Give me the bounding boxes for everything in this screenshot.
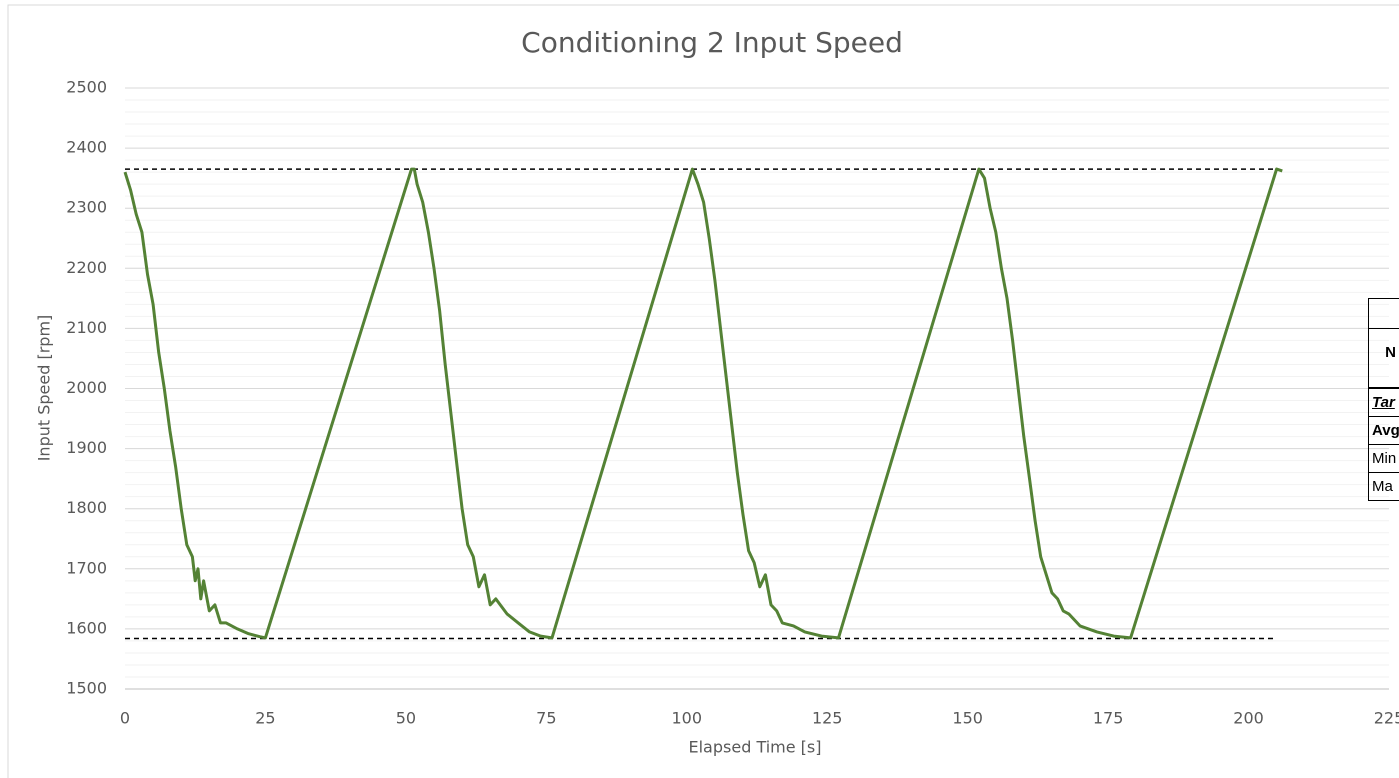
series-line xyxy=(123,167,1283,640)
y-tick-label: 1900 xyxy=(66,438,107,457)
y-tick-label: 2100 xyxy=(66,318,107,337)
x-tick-label: 100 xyxy=(672,709,703,728)
x-axis-label: Elapsed Time [s] xyxy=(689,738,822,757)
y-tick-label: 1800 xyxy=(66,498,107,517)
table-header xyxy=(1369,299,1399,329)
y-axis-label: Input Speed [rpm] xyxy=(35,315,54,462)
x-tick-label: 125 xyxy=(812,709,843,728)
x-tick-label: 75 xyxy=(536,709,556,728)
x-tick-label: 200 xyxy=(1233,709,1264,728)
x-tick-label: 175 xyxy=(1093,709,1124,728)
x-tick-label: 50 xyxy=(396,709,416,728)
y-tick-label: 2200 xyxy=(66,258,107,277)
y-tick-label: 1600 xyxy=(66,618,107,637)
table-cell: Tar xyxy=(1369,388,1399,417)
chart-frame xyxy=(7,4,1399,778)
y-tick-label: 1700 xyxy=(66,558,107,577)
x-tick-label: 150 xyxy=(952,709,983,728)
y-tick-label: 1500 xyxy=(66,679,107,698)
y-tick-label: 2000 xyxy=(66,378,107,397)
table-cell: Ma xyxy=(1372,478,1393,495)
chart-title: Conditioning 2 Input Speed xyxy=(521,26,903,59)
x-tick-label: 25 xyxy=(255,709,275,728)
y-tick-label: 2500 xyxy=(66,78,107,97)
x-tick-label: 0 xyxy=(120,709,130,728)
stats-table: N Tar Avg Min Ma xyxy=(1368,298,1399,501)
table-cell: Avg xyxy=(1369,417,1399,445)
y-tick-label: 2400 xyxy=(66,138,107,157)
y-tick-label: 2300 xyxy=(66,198,107,217)
x-tick-label: 225 xyxy=(1374,709,1399,728)
table-cell: Min xyxy=(1369,445,1399,473)
table-cell: N xyxy=(1369,329,1399,388)
